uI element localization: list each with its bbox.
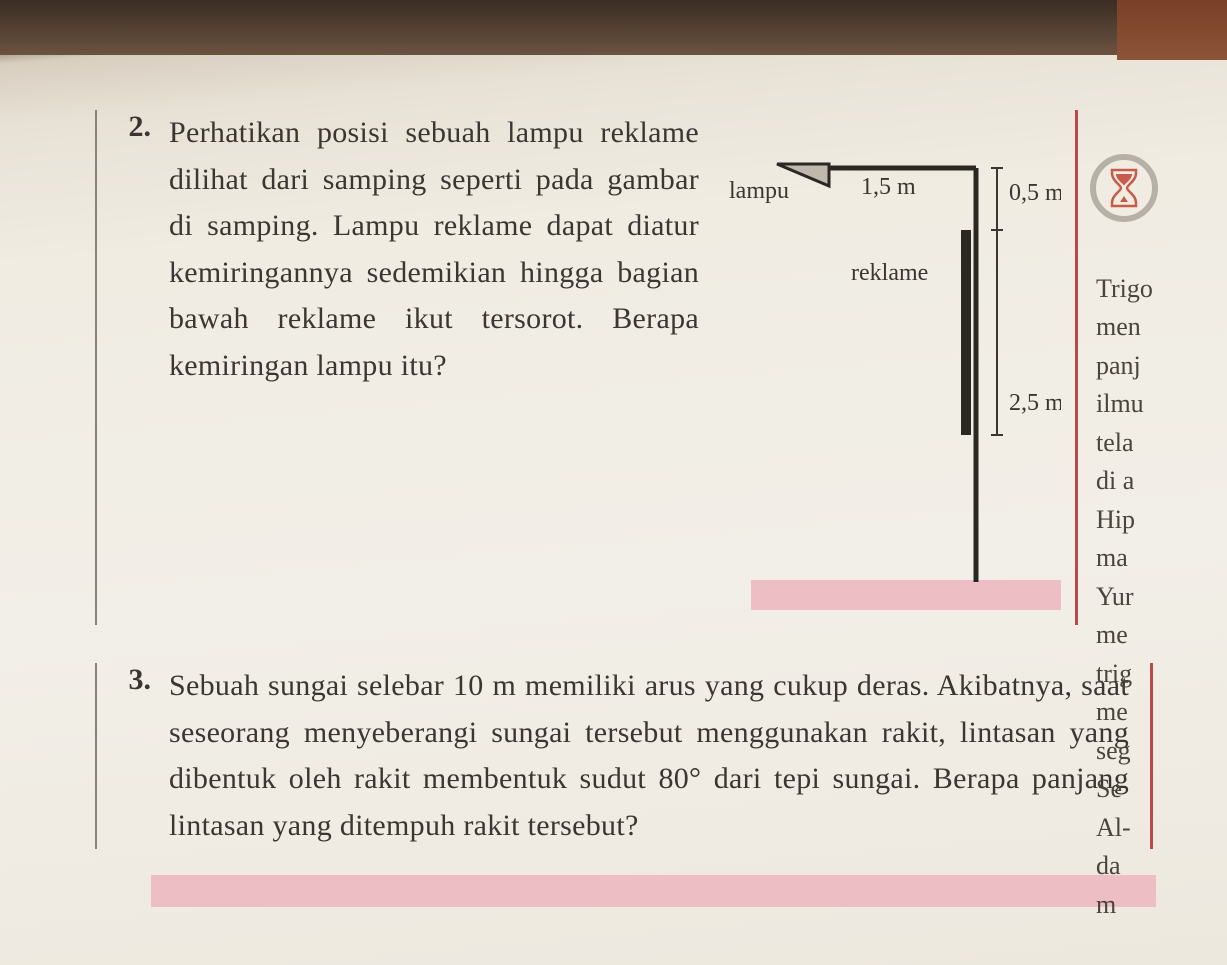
- hourglass-icon: [1108, 168, 1140, 208]
- hourglass-badge: [1090, 154, 1158, 222]
- problem-number: 2.: [111, 110, 151, 625]
- lamp-diagram: 1,5 m lampu 0,5 m reklame 2,5 m: [721, 150, 1061, 620]
- base-strip: [751, 580, 1061, 610]
- sidebar: Trigo men panj ilmu tela di a Hip ma Yur…: [1092, 110, 1152, 625]
- problem-3-row: 3. Sebuah sungai selebar 10 m memiliki a…: [95, 663, 1227, 849]
- left-rule-2: [95, 663, 97, 849]
- label-reklame: reklame: [851, 260, 928, 286]
- page: 2. Perhatikan posisi sebuah lampu reklam…: [0, 0, 1227, 965]
- problem-2: 2. Perhatikan posisi sebuah lampu reklam…: [111, 110, 699, 625]
- problem-number: 3.: [111, 663, 151, 849]
- problem-2-row: 2. Perhatikan posisi sebuah lampu reklam…: [95, 110, 1227, 625]
- dim-sign: 2,5 m: [1009, 390, 1061, 416]
- right-rule: [1075, 110, 1078, 625]
- figure: 1,5 m lampu 0,5 m reklame 2,5 m: [721, 110, 1061, 625]
- sidebar-spacer: [1167, 663, 1227, 849]
- left-rule: [95, 110, 97, 625]
- problem-text: Sebuah sungai selebar 10 m memiliki arus…: [169, 663, 1129, 849]
- bottom-pink-strip: [151, 875, 1156, 907]
- dim-arm: 1,5 m: [861, 174, 916, 200]
- problem-text: Perhatikan posisi sebuah lampu reklame d…: [169, 110, 699, 625]
- sidebar-text: Trigo men panj ilmu tela di a Hip ma Yur…: [1096, 270, 1160, 924]
- problem-3: 3. Sebuah sungai selebar 10 m memiliki a…: [111, 663, 1129, 849]
- label-lampu: lampu: [729, 178, 789, 204]
- dim-topgap: 0,5 m: [1009, 180, 1061, 206]
